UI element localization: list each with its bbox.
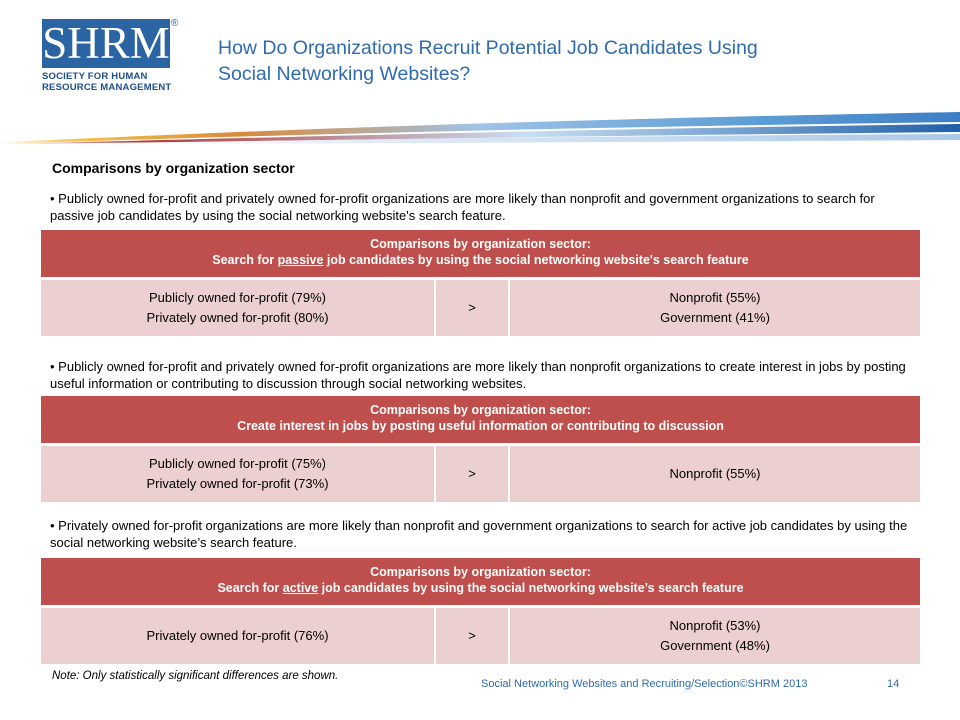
left-group: Publicly owned for-profit (79%) Privatel… [41,280,434,336]
left-item: Publicly owned for-profit (75%) [148,456,327,471]
table-row: Privately owned for-profit (76%) > Nonpr… [41,608,920,664]
header-text-post: job candidates by using the social netwo… [323,253,749,267]
logo-subtitle-line2: RESOURCE MANAGEMENT [42,82,172,93]
bullet-passive-search: • Publicly owned for-profit and privatel… [50,191,875,223]
table-row: Publicly owned for-profit (79%) Privatel… [41,280,920,336]
slide-title-line1: How Do Organizations Recruit Potential J… [218,37,758,59]
left-group: Privately owned for-profit (76%) [41,608,434,664]
right-group: Nonprofit (55%) Government (41%) [510,280,920,336]
comparison-operator: > [434,280,510,336]
footer-text: Social Networking Websites and Recruitin… [481,678,808,690]
table-header: Comparisons by organization sector: Crea… [41,396,920,443]
shrm-logo: SHRM ® SOCIETY FOR HUMAN RESOURCE MANAGE… [42,18,179,99]
left-item: Privately owned for-profit (73%) [146,476,329,491]
right-item: Nonprofit (53%) [669,618,761,633]
bullet-active-search: • Privately owned for-profit organizatio… [50,518,908,550]
header-text-underlined: active [282,581,319,595]
slide-title: How Do Organizations Recruit Potential J… [218,35,918,87]
bullet-create-interest: • Publicly owned for-profit and privatel… [50,359,906,391]
right-group: Nonprofit (55%) [510,446,920,502]
registered-mark: ® [171,18,179,29]
comparison-table-passive: Comparisons by organization sector: Sear… [41,230,920,336]
table-header: Comparisons by organization sector: Sear… [41,230,920,277]
right-item: Government (48%) [660,638,770,653]
comparison-table-interest: Comparisons by organization sector: Crea… [41,396,920,502]
section-heading: Comparisons by organization sector [52,160,295,176]
logo-mark: SHRM [42,18,170,68]
left-group: Publicly owned for-profit (75%) Privatel… [41,446,434,502]
table-header-line2: Create interest in jobs by posting usefu… [237,419,724,433]
header-text-pre: Search for [217,581,283,595]
table-header-line1: Comparisons by organization sector: [370,403,591,417]
comparison-table-active: Comparisons by organization sector: Sear… [41,558,920,664]
right-item: Government (41%) [660,310,770,325]
table-row: Publicly owned for-profit (75%) Privatel… [41,446,920,502]
logo-subtitle-line1: SOCIETY FOR HUMAN [42,71,148,82]
comparison-operator: > [434,446,510,502]
header-text-post: job candidates by using the social netwo… [318,581,744,595]
left-item: Privately owned for-profit (76%) [146,628,329,643]
header-text-underlined: passive [277,253,324,267]
table-header-line1: Comparisons by organization sector: [370,237,591,251]
table-header-line2: Search for active job candidates by usin… [45,580,916,596]
left-item: Publicly owned for-profit (79%) [148,290,327,305]
right-item: Nonprofit (55%) [669,290,761,305]
decorative-swoosh [0,112,960,144]
header-text-pre: Search for [212,253,278,267]
significance-note: Note: Only statistically significant dif… [52,670,339,682]
logo-subtitle: SOCIETY FOR HUMAN RESOURCE MANAGEMENT [42,71,172,93]
right-group: Nonprofit (53%) Government (48%) [510,608,920,664]
left-item: Privately owned for-profit (80%) [146,310,329,325]
table-header: Comparisons by organization sector: Sear… [41,558,920,605]
comparison-operator: > [434,608,510,664]
page-number: 14 [887,678,900,690]
table-header-line2: Search for passive job candidates by usi… [45,252,916,268]
right-item: Nonprofit (55%) [669,466,761,481]
slide-title-line2: Social Networking Websites? [218,63,471,85]
table-header-line1: Comparisons by organization sector: [370,565,591,579]
